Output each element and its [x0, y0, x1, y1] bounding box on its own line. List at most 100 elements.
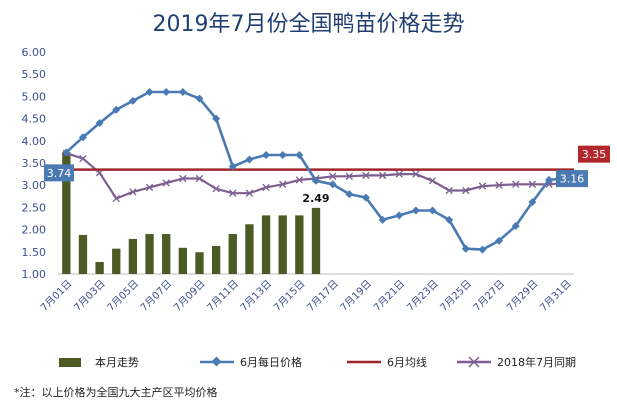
- point-daily: [262, 151, 271, 160]
- x-tick-label: 7月05日: [105, 278, 141, 314]
- point-daily: [78, 133, 87, 142]
- point-2018: [328, 172, 337, 180]
- bar: [245, 224, 254, 274]
- y-tick-label: 3.50: [22, 157, 47, 170]
- bar: [162, 234, 171, 274]
- bar: [195, 252, 204, 274]
- point-2018: [162, 179, 170, 187]
- legend-label-avg: 6月均线: [387, 356, 427, 369]
- y-tick-label: 6.00: [22, 46, 47, 59]
- point-daily: [212, 114, 221, 123]
- point-daily: [511, 222, 520, 231]
- point-2018: [195, 174, 204, 183]
- bar: [62, 152, 71, 274]
- point-daily: [445, 215, 454, 224]
- point-2018: [345, 172, 353, 180]
- footnote: *注：以上价格为全国九大主产区平均价格: [14, 386, 218, 399]
- point-daily: [178, 87, 187, 96]
- bar: [128, 238, 138, 274]
- bar: [95, 262, 104, 274]
- chart-legend: 本月走势 6月每日价格 6月均线 2018年7月同期: [55, 352, 615, 372]
- point-2018: [528, 180, 537, 188]
- legend-label-daily: 6月每日价格: [240, 356, 302, 369]
- y-tick-label: 3.00: [22, 179, 47, 192]
- legend-item-bar: 本月走势: [55, 352, 139, 372]
- callout-start-box: [44, 164, 74, 182]
- bar: [228, 234, 237, 274]
- x-tick-label: 7月25日: [438, 278, 474, 314]
- y-tick-label: 5.50: [22, 68, 47, 81]
- point-daily: [545, 175, 554, 184]
- legend-swatch-bar: [55, 355, 89, 369]
- point-2018: [279, 180, 287, 188]
- point-2018: [478, 182, 487, 190]
- callout-avg-text: 3.35: [582, 148, 607, 161]
- point-daily: [428, 206, 437, 215]
- x-tick-label: 7月15日: [271, 278, 307, 314]
- x-tick-label: 7月27日: [471, 278, 507, 314]
- point-2018: [179, 174, 187, 183]
- point-2018: [462, 186, 470, 195]
- point-2018: [412, 170, 420, 178]
- legend-label-bar: 本月走势: [95, 356, 139, 369]
- y-tick-label: 2.50: [22, 201, 47, 214]
- bar: [178, 247, 187, 274]
- point-2018: [112, 194, 120, 203]
- callout-avg-box: [578, 145, 610, 163]
- x-tick-label: 7月03日: [72, 278, 108, 314]
- point-daily: [328, 180, 337, 189]
- point-2018: [512, 180, 520, 188]
- legend-item-lastyear: 2018年7月同期: [457, 352, 576, 372]
- point-daily: [128, 96, 137, 105]
- x-tick-label: 7月11日: [205, 278, 241, 314]
- bar: [278, 215, 287, 274]
- bar: [295, 215, 304, 274]
- bar: [112, 248, 121, 274]
- point-daily: [478, 245, 487, 254]
- x-tick-label: 7月19日: [338, 278, 374, 314]
- point-daily: [312, 176, 320, 185]
- x-tick-label: 7月31日: [538, 278, 574, 314]
- point-2018: [145, 183, 154, 192]
- y-tick-label: 1.50: [22, 246, 47, 259]
- point-2018: [428, 177, 437, 185]
- point-daily: [95, 119, 104, 128]
- y-tick-label: 4.00: [22, 135, 47, 148]
- chart-title: 2019年7月份全国鸭苗价格走势: [152, 12, 465, 37]
- x-tick-label: 7月07日: [138, 278, 174, 314]
- point-daily: [378, 215, 387, 224]
- bar: [311, 207, 321, 274]
- point-2018: [495, 181, 503, 189]
- point-daily: [145, 87, 154, 96]
- point-2018: [212, 185, 220, 193]
- point-daily: [495, 236, 504, 245]
- point-daily: [62, 148, 71, 157]
- legend-item-avg: 6月均线: [347, 352, 427, 372]
- point-2018: [362, 171, 370, 180]
- point-daily: [361, 193, 370, 202]
- bar-data-label: 2.49: [302, 192, 329, 205]
- legend-swatch-lastyear: [457, 355, 491, 369]
- point-2018: [378, 171, 387, 180]
- bar: [145, 234, 154, 274]
- x-tick-label: 7月29日: [504, 278, 540, 314]
- point-2018: [129, 188, 137, 196]
- point-daily: [411, 206, 420, 215]
- point-daily: [278, 151, 287, 160]
- point-daily: [395, 211, 404, 220]
- point-daily: [528, 198, 537, 207]
- point-2018: [245, 189, 254, 197]
- legend-item-daily: 6月每日价格: [200, 352, 302, 372]
- callout-end-text: 3.16: [560, 173, 585, 186]
- point-daily: [195, 94, 204, 103]
- callout-end-box: [556, 170, 588, 188]
- point-2018: [79, 154, 87, 163]
- x-tick-label: 7月09日: [171, 278, 207, 314]
- point-2018: [395, 170, 403, 178]
- legend-label-lastyear: 2018年7月同期: [497, 356, 576, 369]
- bar: [261, 215, 271, 274]
- callout-start-text: 3.74: [47, 167, 72, 180]
- x-tick-label: 7月21日: [371, 278, 407, 314]
- x-tick-label: 7月17日: [305, 278, 341, 314]
